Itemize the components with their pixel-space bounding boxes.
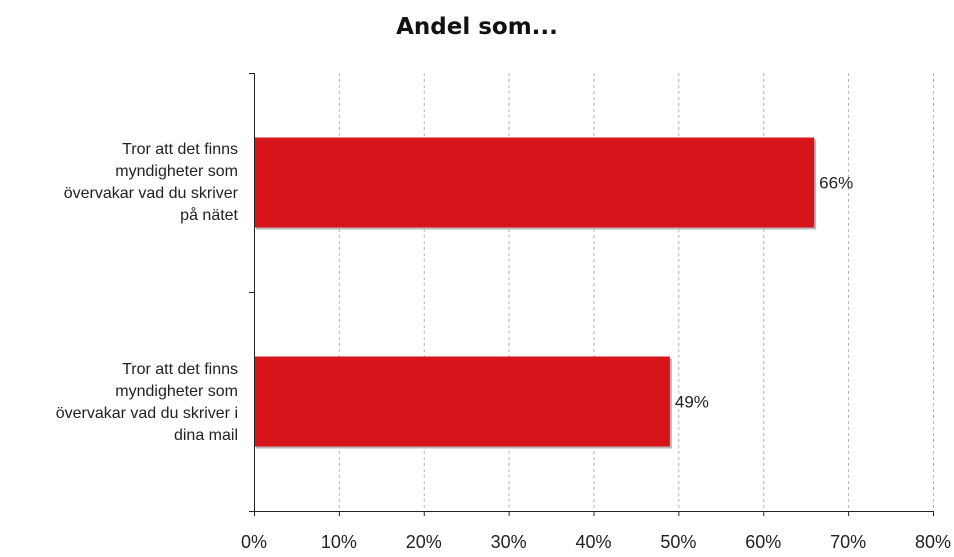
category-label-2-line-1: Tror att det finns xyxy=(122,361,238,378)
data-label-1: 66% xyxy=(819,174,853,193)
x-tick-label-60: 60% xyxy=(745,532,781,552)
x-tick-label-80: 80% xyxy=(915,532,951,552)
category-label-2: Tror att det finns myndigheter som överv… xyxy=(6,359,238,447)
category-label-1-line-3: övervakar vad du skriver xyxy=(63,185,238,202)
x-tick-label-70: 70% xyxy=(830,532,866,552)
x-tick-label-0: 0% xyxy=(241,532,267,552)
bar-2 xyxy=(254,356,670,447)
bars xyxy=(254,137,817,449)
category-label-2-line-4: dina mail xyxy=(173,427,238,444)
axes xyxy=(249,73,934,516)
category-label-1: Tror att det finns myndigheter som överv… xyxy=(6,139,238,227)
category-label-2-line-3: övervakar vad du skriver i xyxy=(55,405,238,422)
category-label-1-line-4: på nätet xyxy=(180,207,238,224)
category-label-2-line-2: myndigheter som xyxy=(115,383,238,400)
x-tick-label-30: 30% xyxy=(491,532,527,552)
x-tick-label-50: 50% xyxy=(660,532,696,552)
chart-title: Andel som... xyxy=(396,14,558,40)
x-tick-label-20: 20% xyxy=(406,532,442,552)
data-label-2: 49% xyxy=(675,393,709,412)
x-tick-label-40: 40% xyxy=(575,532,611,552)
category-label-1-line-2: myndigheter som xyxy=(115,163,238,180)
category-label-1-line-1: Tror att det finns xyxy=(122,141,238,158)
labels: 66% 49% 0% 10% 20% 30% 40% 50% 60% 70% 80% xyxy=(241,174,951,553)
bar-1 xyxy=(254,137,815,228)
x-tick-label-10: 10% xyxy=(321,532,357,552)
